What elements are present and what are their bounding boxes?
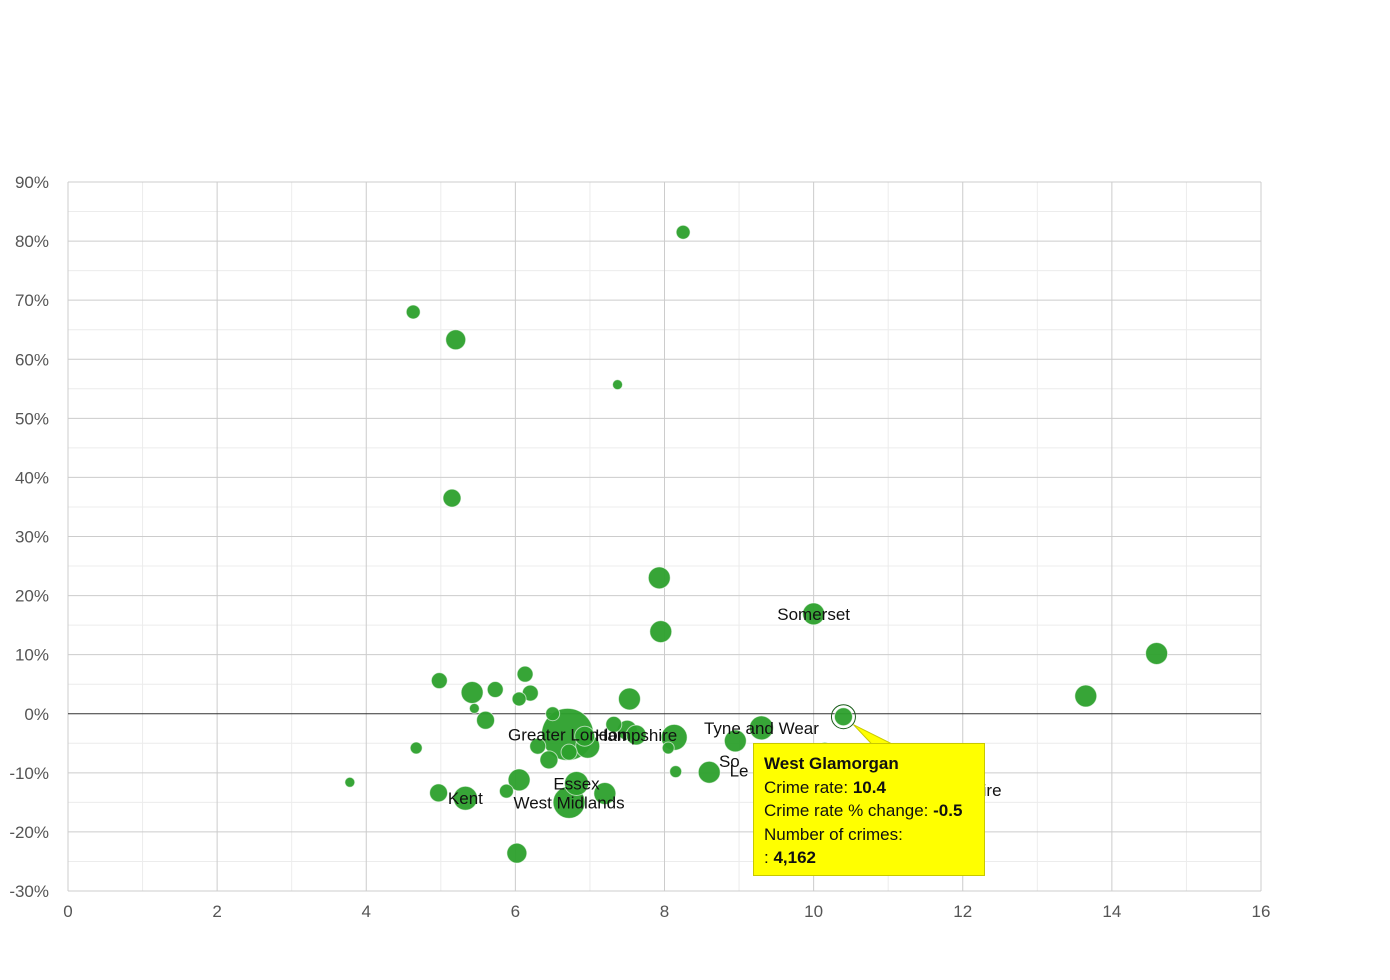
tooltip-rate-row: Crime rate: 10.4 xyxy=(764,776,974,800)
y-tick-label: 40% xyxy=(15,468,49,487)
bubble-point[interactable] xyxy=(661,741,675,755)
bubble-point[interactable] xyxy=(468,702,480,714)
bubble-point[interactable] xyxy=(460,680,484,704)
tooltip-change-row: Crime rate % change: -0.5 xyxy=(764,799,974,823)
tooltip-count-prefix: : xyxy=(764,848,769,867)
tooltip-change-label: Crime rate % change: xyxy=(764,801,929,820)
tooltip: West Glamorgan Crime rate: 10.4 Crime ra… xyxy=(753,743,985,876)
tooltip-rate-label: Crime rate: xyxy=(764,777,849,797)
x-tick-label: 2 xyxy=(212,902,221,921)
bubble-point[interactable] xyxy=(564,770,590,796)
bubble-point[interactable] xyxy=(605,715,623,733)
highlight-ring xyxy=(830,704,856,730)
bubble-point[interactable] xyxy=(452,785,478,811)
bubble-label: Greater London xyxy=(508,725,627,744)
y-tick-label: 90% xyxy=(15,173,49,192)
x-tick-label: 6 xyxy=(511,902,520,921)
y-axis-tick-labels: 90% 80% 70% 60% 50% 40% 30% 20% 10% 0% -10% -20% -30… xyxy=(9,173,49,901)
bubble-point[interactable] xyxy=(430,672,448,690)
bubble-point[interactable] xyxy=(560,743,578,761)
bubble-point[interactable] xyxy=(625,724,647,746)
x-tick-label: 8 xyxy=(660,902,669,921)
bubble-point[interactable] xyxy=(545,706,561,722)
tooltip-pointer xyxy=(853,724,892,745)
bubble-point[interactable] xyxy=(511,691,527,707)
y-tick-label: 70% xyxy=(15,291,49,310)
bubble-point[interactable] xyxy=(697,760,721,784)
bubble-point[interactable] xyxy=(593,782,617,806)
bubble-point[interactable] xyxy=(669,765,683,779)
bubble-point[interactable] xyxy=(1145,641,1169,665)
tooltip-arrow xyxy=(853,724,892,745)
tooltip-title: West Glamorgan xyxy=(764,754,899,773)
bubble-point[interactable] xyxy=(344,776,356,788)
bubble-point[interactable] xyxy=(539,750,559,770)
bubble-label: West Midlands xyxy=(513,793,624,812)
bubble-point[interactable] xyxy=(748,715,774,741)
y-tick-label: -20% xyxy=(9,823,49,842)
bubble-point[interactable] xyxy=(802,602,826,626)
bubble-point[interactable] xyxy=(442,488,462,508)
bubble-label: So xyxy=(719,752,740,771)
bubble-label: Kent xyxy=(448,789,483,808)
bubble-label: Le xyxy=(730,761,749,780)
bubble-point[interactable] xyxy=(647,566,671,590)
bubble-point[interactable] xyxy=(516,665,534,683)
y-tick-label: 60% xyxy=(15,350,49,369)
bubble-point[interactable] xyxy=(1074,684,1098,708)
y-tick-label: 30% xyxy=(15,528,49,547)
x-tick-label: 4 xyxy=(362,902,371,921)
bubble-label: Hampshire xyxy=(595,726,677,745)
tooltip-rate-value: 10.4 xyxy=(852,777,886,797)
bubble-point[interactable] xyxy=(409,741,423,755)
bubble-label: Essex xyxy=(553,774,600,793)
bubble-point[interactable] xyxy=(675,224,691,240)
x-tick-label: 14 xyxy=(1102,902,1121,921)
y-tick-label: -10% xyxy=(9,764,49,783)
bubble-point[interactable] xyxy=(506,842,528,864)
bubble-point[interactable] xyxy=(617,687,641,711)
tooltip-count-value: 4,162 xyxy=(773,848,817,867)
y-tick-label: -30% xyxy=(9,882,49,901)
y-tick-label: 80% xyxy=(15,232,49,251)
bubble-point[interactable] xyxy=(649,620,673,644)
y-tick-label: 20% xyxy=(15,587,49,606)
y-tick-label: 0% xyxy=(24,705,49,724)
bubble-point[interactable] xyxy=(723,729,747,753)
x-tick-label: 12 xyxy=(953,902,972,921)
bubble-point[interactable] xyxy=(405,304,421,320)
bubble-label: Tyne and Wear xyxy=(704,719,819,738)
bubble-label: Somerset xyxy=(777,605,850,624)
x-axis-tick-labels: 0 2 4 6 8 10 12 14 16 xyxy=(63,902,1270,921)
bubble-point[interactable] xyxy=(574,725,596,747)
bubble-point[interactable] xyxy=(476,710,496,730)
y-tick-label: 50% xyxy=(15,409,49,428)
bubble-point[interactable] xyxy=(486,681,504,699)
x-tick-label: 16 xyxy=(1252,902,1271,921)
x-tick-label: 0 xyxy=(63,902,72,921)
y-tick-label: 10% xyxy=(15,646,49,665)
chart-grid xyxy=(67,181,1262,892)
bubble-point[interactable] xyxy=(498,783,514,799)
bubble-point[interactable] xyxy=(445,329,467,351)
tooltip-count-row: : 4,162 xyxy=(764,846,974,870)
bubble-point[interactable] xyxy=(612,379,624,391)
x-tick-label: 10 xyxy=(804,902,823,921)
bubble-point[interactable] xyxy=(507,768,531,792)
bubble-point[interactable] xyxy=(833,707,853,727)
bubble-point[interactable] xyxy=(529,737,547,755)
tooltip-count-label: Number of crimes: xyxy=(764,824,903,844)
tooltip-change-value: -0.5 xyxy=(933,801,963,820)
bubble-point[interactable] xyxy=(429,783,449,803)
